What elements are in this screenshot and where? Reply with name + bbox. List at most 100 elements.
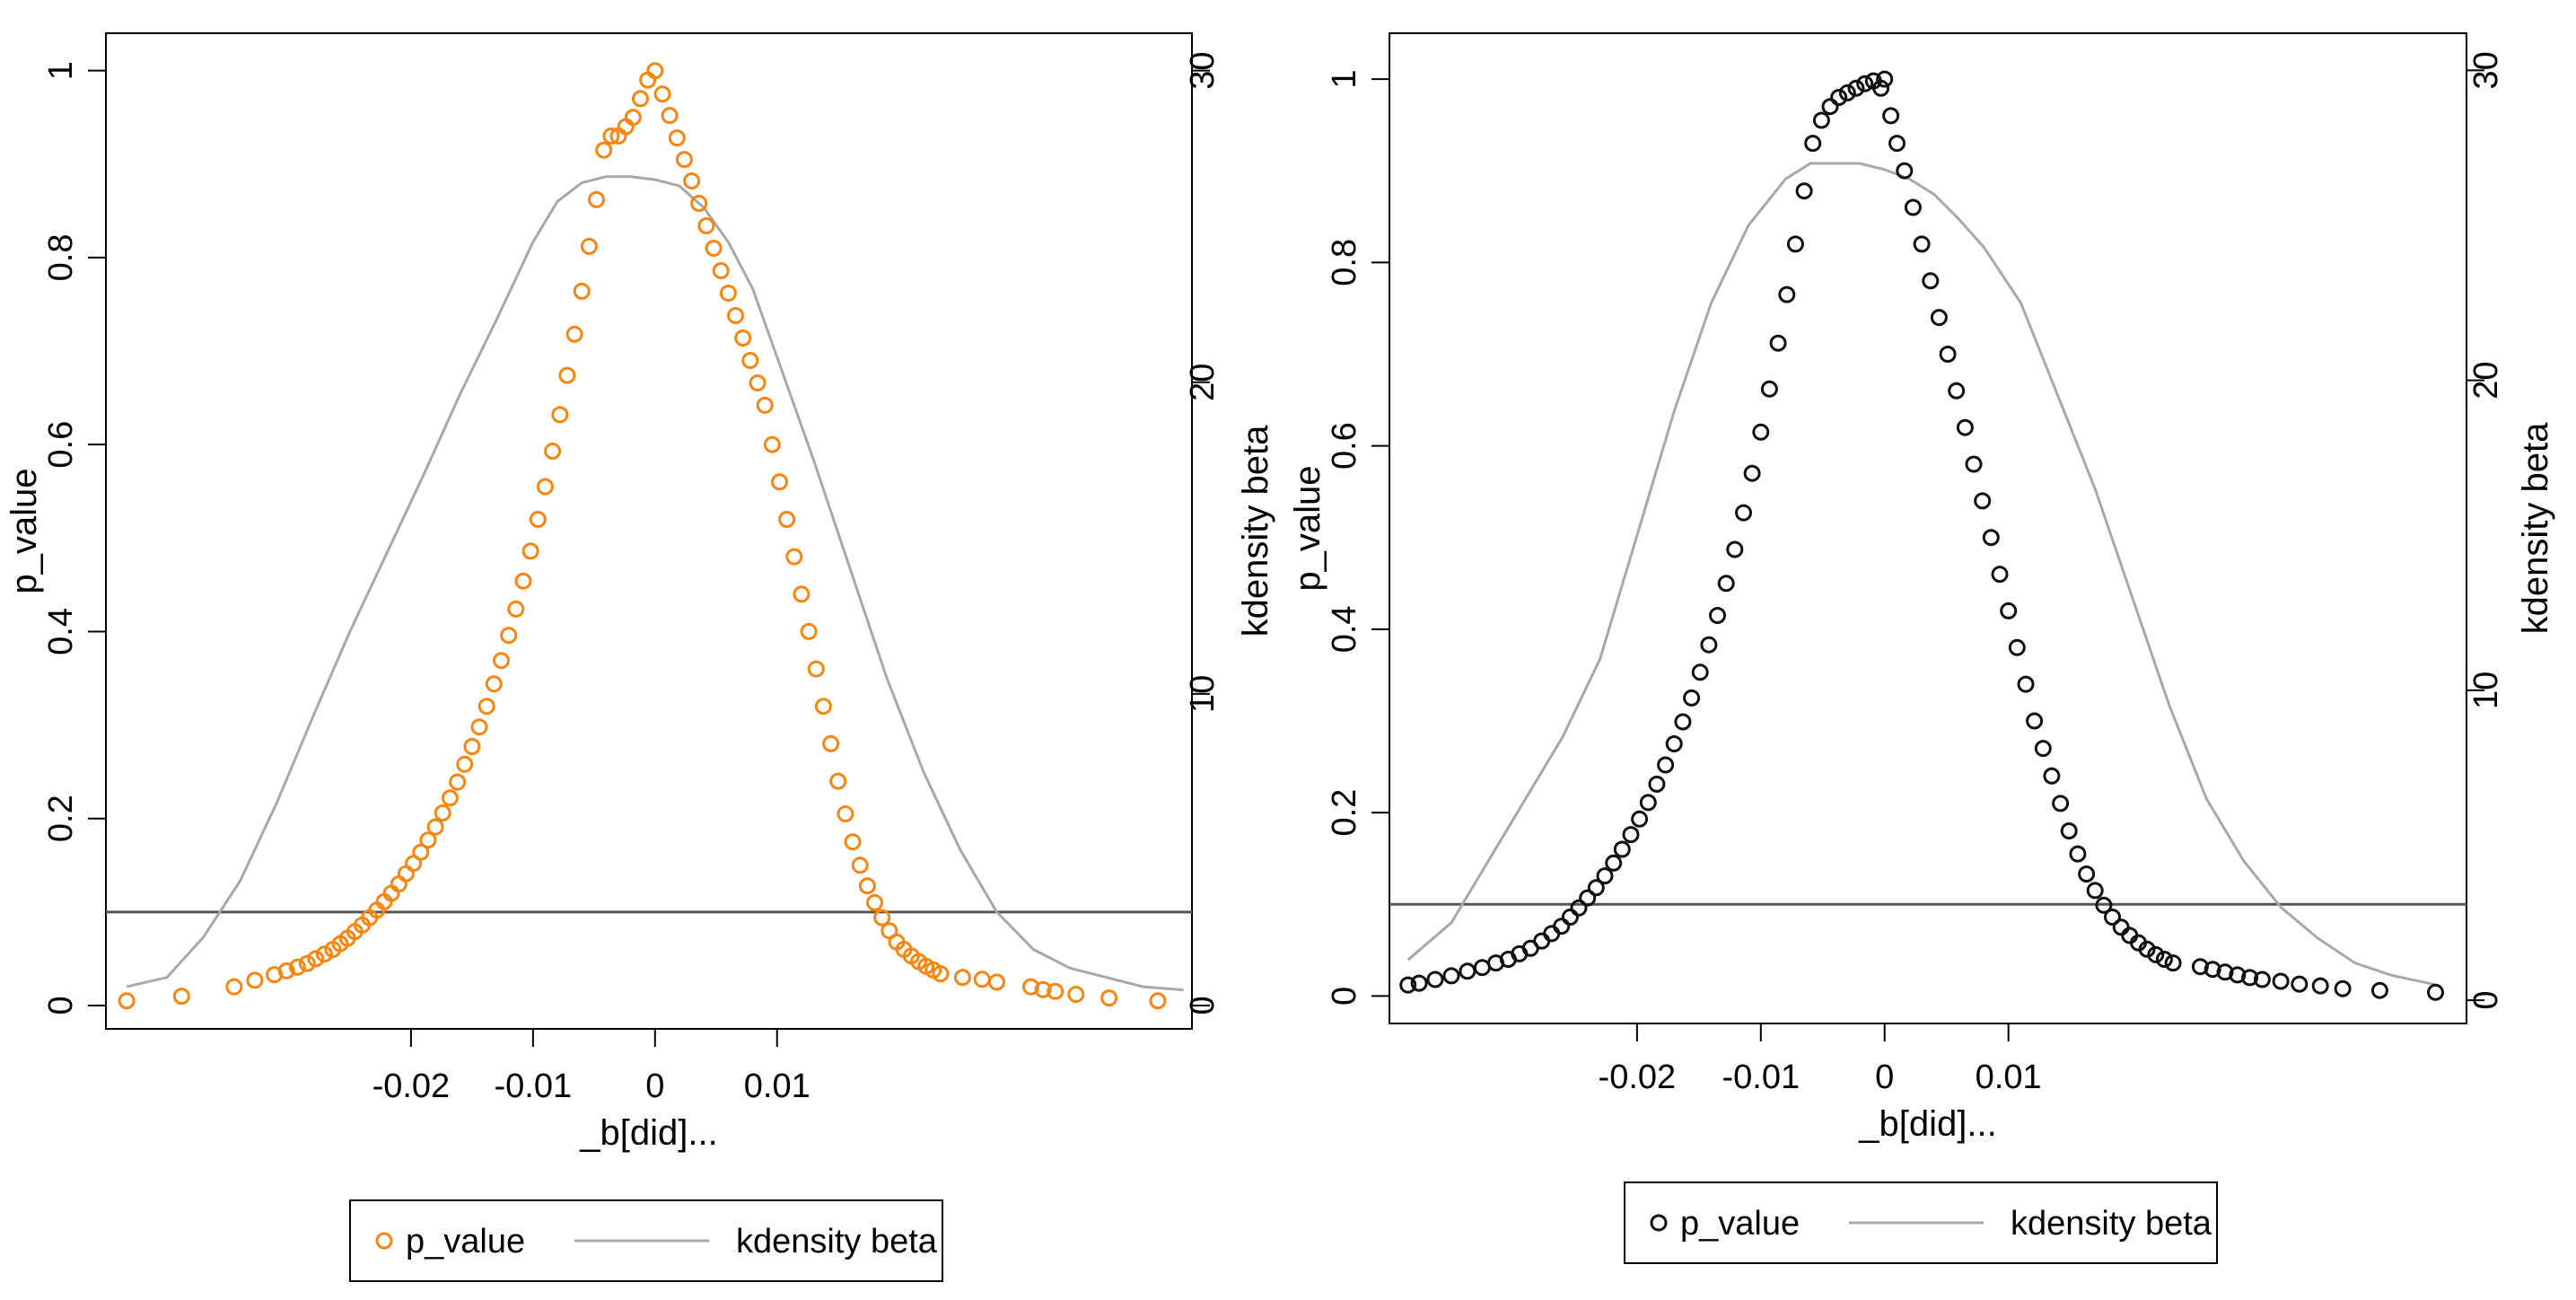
p-value-point bbox=[712, 262, 730, 279]
p-value-point bbox=[426, 818, 444, 836]
p-value-point bbox=[624, 109, 642, 127]
p-value-point bbox=[225, 978, 243, 996]
p-value-point bbox=[1459, 962, 1476, 980]
p-value-point bbox=[675, 151, 693, 169]
y-tick-label: 0.6 bbox=[42, 421, 80, 469]
p-value-point bbox=[1974, 492, 1992, 510]
p-value-point bbox=[1743, 464, 1761, 482]
p-value-point bbox=[1717, 575, 1735, 593]
p-value-point bbox=[837, 805, 854, 822]
y-tick-label: 0.2 bbox=[1326, 789, 1363, 837]
p-value-point bbox=[1930, 309, 1948, 327]
y-tick-label: 1 bbox=[1326, 69, 1363, 88]
p-value-point bbox=[1948, 382, 1966, 400]
p-value-point bbox=[1904, 198, 1922, 216]
x-tick-label: -0.01 bbox=[495, 1067, 573, 1105]
p-value-point bbox=[1726, 540, 1744, 558]
p-value-point bbox=[639, 71, 657, 89]
p-value-point bbox=[1579, 889, 1597, 907]
p-value-point bbox=[1442, 967, 1460, 985]
p-value-point bbox=[932, 965, 950, 983]
p-value-point bbox=[1769, 334, 1787, 352]
p-value-point bbox=[858, 877, 876, 895]
p-value-point bbox=[741, 352, 759, 369]
p-value-point bbox=[1847, 79, 1865, 97]
p-value-point bbox=[2017, 675, 2035, 693]
p-value-point bbox=[412, 843, 430, 861]
p-value-point bbox=[705, 240, 723, 257]
p-value-point bbox=[1022, 978, 1039, 996]
y-tick-label: 0.8 bbox=[42, 234, 80, 282]
p-value-point bbox=[2000, 602, 2018, 619]
p-value-point bbox=[397, 865, 415, 883]
p-value-point bbox=[434, 804, 451, 821]
y-tick-label: 0.2 bbox=[42, 795, 80, 842]
p-value-point bbox=[866, 893, 883, 911]
p-value-point bbox=[456, 755, 474, 773]
p-value-point bbox=[441, 789, 459, 807]
p-value-point bbox=[246, 971, 264, 989]
y2-tick-label: 0 bbox=[1184, 996, 1222, 1015]
y-tick-label: 1 bbox=[42, 61, 80, 80]
p-value-point bbox=[2060, 822, 2078, 839]
y2-tick-label: 0 bbox=[2467, 991, 2505, 1010]
p-value-point bbox=[1700, 636, 1718, 654]
y2-tick-label: 10 bbox=[2467, 672, 2505, 709]
p-value-point bbox=[2272, 972, 2290, 990]
p-value-point bbox=[1956, 418, 1974, 436]
p-value-point bbox=[2078, 865, 2096, 883]
y-tick-label: 0.4 bbox=[42, 608, 80, 655]
kdensity-line bbox=[126, 175, 1184, 992]
p-value-point bbox=[1778, 285, 1796, 303]
legend-label-p-value: p_value bbox=[406, 1223, 525, 1260]
p-value-point bbox=[485, 675, 503, 693]
p-value-point bbox=[1399, 976, 1417, 994]
p-value-point bbox=[668, 129, 686, 147]
p-value-point bbox=[653, 85, 671, 103]
y-axis-label: p_value bbox=[1288, 465, 1327, 591]
p-value-point bbox=[690, 195, 708, 212]
y2-tick-label: 30 bbox=[1184, 52, 1222, 90]
x-tick-label: 0 bbox=[645, 1067, 664, 1105]
p-value-point bbox=[822, 734, 840, 752]
p-value-point bbox=[551, 406, 569, 424]
p-value-point bbox=[1596, 867, 1614, 885]
p-value-point bbox=[1631, 810, 1649, 828]
kdensity-line bbox=[1406, 162, 2436, 987]
x-tick-label: -0.01 bbox=[1722, 1058, 1800, 1096]
p-value-point bbox=[1786, 235, 1804, 253]
p-value-point bbox=[288, 958, 306, 976]
p-value-point bbox=[1543, 925, 1561, 943]
y-tick-label: 0.4 bbox=[1326, 605, 1363, 653]
p-value-point bbox=[1821, 98, 1839, 116]
p-value-point bbox=[2069, 845, 2087, 863]
p-value-point bbox=[1100, 989, 1118, 1007]
y2-tick-label: 10 bbox=[1184, 675, 1222, 713]
p-value-point bbox=[449, 773, 467, 791]
p-value-point bbox=[565, 325, 583, 343]
p-value-point bbox=[315, 945, 333, 963]
p-value-point bbox=[697, 217, 715, 234]
p-value-point bbox=[1034, 980, 1052, 998]
p-value-point bbox=[172, 988, 190, 1006]
p-value-point bbox=[719, 285, 737, 302]
p-value-point bbox=[2370, 981, 2388, 999]
right-panel: -0.02 -0.01 0 0.0100.20.40.60.810102030_b[d… bbox=[1288, 32, 2555, 1264]
p-value-point bbox=[1913, 235, 1931, 253]
p-value-point bbox=[2104, 909, 2121, 926]
plot-frame bbox=[105, 32, 1193, 1030]
y-tick-label: 0.8 bbox=[1326, 239, 1363, 286]
p-value-point bbox=[2253, 971, 2271, 988]
p-value-point bbox=[2008, 638, 2026, 656]
p-value-point bbox=[536, 478, 554, 496]
p-value-point bbox=[953, 969, 971, 987]
x-tick-label: -0.02 bbox=[372, 1067, 451, 1105]
p-value-point bbox=[2241, 969, 2259, 987]
p-value-point bbox=[1561, 909, 1579, 926]
p-value-point bbox=[661, 107, 679, 125]
legend-label-p-value: p_value bbox=[1680, 1205, 1800, 1243]
p-value-point bbox=[1922, 272, 1940, 290]
p-value-point bbox=[632, 90, 649, 108]
p-value-point bbox=[844, 833, 862, 851]
